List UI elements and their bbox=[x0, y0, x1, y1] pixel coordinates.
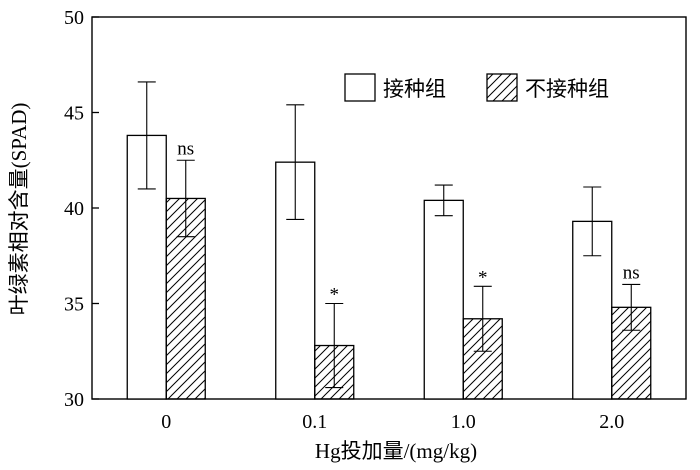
bar-inoculated bbox=[423, 199, 464, 400]
x-tick-label: 2.0 bbox=[599, 411, 624, 433]
significance-label: ns bbox=[623, 262, 640, 283]
y-tick-label: 30 bbox=[64, 389, 84, 411]
x-tick-label: 0 bbox=[161, 411, 171, 433]
y-tick-label: 40 bbox=[64, 198, 84, 220]
legend-swatch bbox=[344, 73, 376, 102]
legend-swatch bbox=[486, 73, 518, 102]
y-axis-title: 叶绿素相对含量(SPAD) bbox=[7, 103, 31, 316]
y-tick-label: 35 bbox=[64, 294, 84, 316]
y-tick-label: 50 bbox=[64, 7, 84, 29]
y-tick-label: 45 bbox=[64, 103, 84, 125]
legend-label: 不接种组 bbox=[525, 77, 609, 101]
significance-label: * bbox=[478, 267, 488, 288]
x-tick-label: 0.1 bbox=[302, 411, 327, 433]
legend-label: 接种组 bbox=[383, 77, 446, 101]
significance-label: * bbox=[330, 285, 340, 306]
significance-label: ns bbox=[177, 138, 194, 159]
x-axis-title: Hg投加量/(mg/kg) bbox=[315, 439, 477, 463]
x-tick-label: 1.0 bbox=[451, 411, 476, 433]
